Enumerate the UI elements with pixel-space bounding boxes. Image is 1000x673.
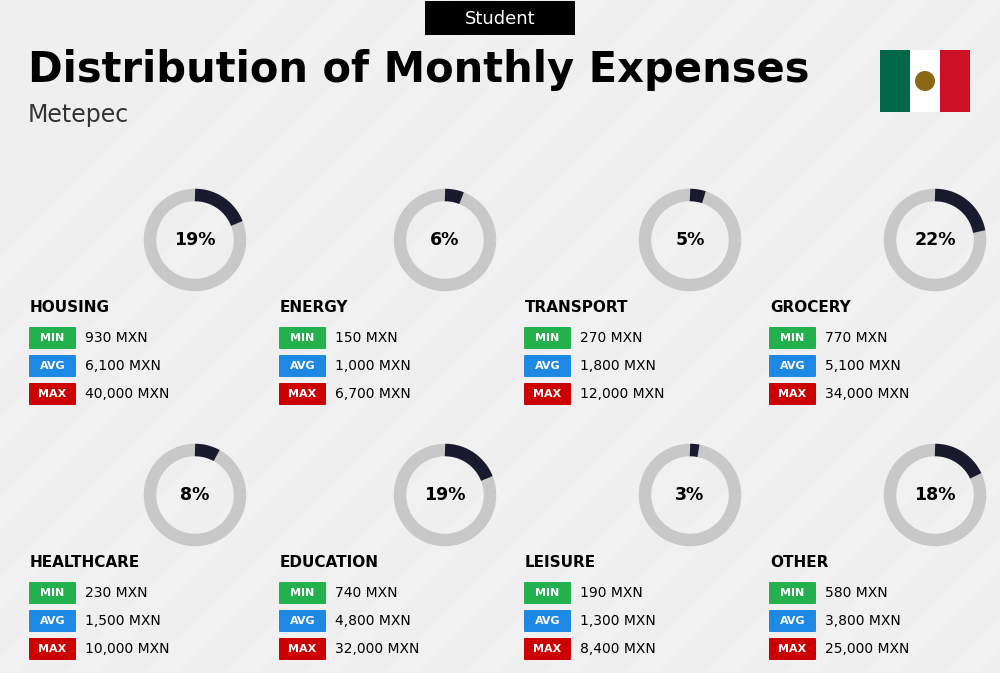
FancyBboxPatch shape <box>769 610 816 632</box>
Text: MIN: MIN <box>780 333 805 343</box>
Text: MIN: MIN <box>290 333 315 343</box>
FancyBboxPatch shape <box>279 610 326 632</box>
Text: MAX: MAX <box>778 389 807 399</box>
FancyBboxPatch shape <box>910 50 940 112</box>
Text: 150 MXN: 150 MXN <box>335 331 398 345</box>
Text: MAX: MAX <box>288 389 317 399</box>
Text: MAX: MAX <box>533 389 562 399</box>
Text: MAX: MAX <box>288 644 317 654</box>
Text: 8,400 MXN: 8,400 MXN <box>580 642 656 656</box>
Text: 6,100 MXN: 6,100 MXN <box>85 359 161 373</box>
Text: 6%: 6% <box>430 231 460 249</box>
FancyBboxPatch shape <box>279 582 326 604</box>
Text: 270 MXN: 270 MXN <box>580 331 642 345</box>
Text: Student: Student <box>465 10 535 28</box>
Text: AVG: AVG <box>780 361 805 371</box>
FancyBboxPatch shape <box>769 327 816 349</box>
Text: MIN: MIN <box>535 333 560 343</box>
Text: 770 MXN: 770 MXN <box>825 331 888 345</box>
Text: MIN: MIN <box>40 588 65 598</box>
Text: AVG: AVG <box>780 616 805 626</box>
Text: 1,000 MXN: 1,000 MXN <box>335 359 411 373</box>
Text: 32,000 MXN: 32,000 MXN <box>335 642 419 656</box>
Text: AVG: AVG <box>290 616 315 626</box>
FancyBboxPatch shape <box>279 383 326 405</box>
FancyBboxPatch shape <box>29 383 76 405</box>
Text: 930 MXN: 930 MXN <box>85 331 148 345</box>
FancyBboxPatch shape <box>524 327 571 349</box>
FancyBboxPatch shape <box>524 610 571 632</box>
Text: ENERGY: ENERGY <box>280 300 349 315</box>
Text: OTHER: OTHER <box>770 555 828 570</box>
FancyBboxPatch shape <box>29 355 76 377</box>
Text: LEISURE: LEISURE <box>525 555 596 570</box>
Text: GROCERY: GROCERY <box>770 300 851 315</box>
Text: 6,700 MXN: 6,700 MXN <box>335 387 411 401</box>
Text: TRANSPORT: TRANSPORT <box>525 300 629 315</box>
Text: 19%: 19% <box>174 231 216 249</box>
Text: 5%: 5% <box>675 231 705 249</box>
Text: 4,800 MXN: 4,800 MXN <box>335 614 411 628</box>
FancyBboxPatch shape <box>279 327 326 349</box>
Text: HOUSING: HOUSING <box>30 300 110 315</box>
Text: MIN: MIN <box>535 588 560 598</box>
FancyBboxPatch shape <box>425 1 575 35</box>
Text: MIN: MIN <box>290 588 315 598</box>
FancyBboxPatch shape <box>769 582 816 604</box>
Text: 3%: 3% <box>675 486 705 504</box>
Text: MAX: MAX <box>38 644 67 654</box>
Text: MAX: MAX <box>38 389 67 399</box>
Text: AVG: AVG <box>290 361 315 371</box>
Text: 1,500 MXN: 1,500 MXN <box>85 614 161 628</box>
Text: AVG: AVG <box>535 361 560 371</box>
Text: 18%: 18% <box>914 486 956 504</box>
FancyBboxPatch shape <box>29 638 76 660</box>
FancyBboxPatch shape <box>524 582 571 604</box>
Text: AVG: AVG <box>535 616 560 626</box>
Text: MIN: MIN <box>40 333 65 343</box>
Text: AVG: AVG <box>40 616 65 626</box>
Text: 12,000 MXN: 12,000 MXN <box>580 387 664 401</box>
Text: 40,000 MXN: 40,000 MXN <box>85 387 169 401</box>
Text: 580 MXN: 580 MXN <box>825 586 888 600</box>
FancyBboxPatch shape <box>769 638 816 660</box>
FancyBboxPatch shape <box>524 383 571 405</box>
FancyBboxPatch shape <box>29 327 76 349</box>
FancyBboxPatch shape <box>279 355 326 377</box>
FancyBboxPatch shape <box>940 50 970 112</box>
Text: MAX: MAX <box>533 644 562 654</box>
Text: HEALTHCARE: HEALTHCARE <box>30 555 140 570</box>
Text: EDUCATION: EDUCATION <box>280 555 379 570</box>
FancyBboxPatch shape <box>524 355 571 377</box>
FancyBboxPatch shape <box>279 638 326 660</box>
Text: 5,100 MXN: 5,100 MXN <box>825 359 901 373</box>
Text: MAX: MAX <box>778 644 807 654</box>
FancyBboxPatch shape <box>524 638 571 660</box>
Text: MIN: MIN <box>780 588 805 598</box>
Text: 34,000 MXN: 34,000 MXN <box>825 387 909 401</box>
FancyBboxPatch shape <box>29 582 76 604</box>
Text: 230 MXN: 230 MXN <box>85 586 148 600</box>
Text: Distribution of Monthly Expenses: Distribution of Monthly Expenses <box>28 49 810 91</box>
Text: 25,000 MXN: 25,000 MXN <box>825 642 909 656</box>
Text: 22%: 22% <box>914 231 956 249</box>
Text: 19%: 19% <box>424 486 466 504</box>
FancyBboxPatch shape <box>769 355 816 377</box>
Text: AVG: AVG <box>40 361 65 371</box>
Text: 1,300 MXN: 1,300 MXN <box>580 614 656 628</box>
Text: 190 MXN: 190 MXN <box>580 586 643 600</box>
Text: 8%: 8% <box>180 486 210 504</box>
Circle shape <box>915 71 935 91</box>
Text: 10,000 MXN: 10,000 MXN <box>85 642 170 656</box>
Text: 740 MXN: 740 MXN <box>335 586 398 600</box>
Text: 1,800 MXN: 1,800 MXN <box>580 359 656 373</box>
Text: Metepec: Metepec <box>28 103 129 127</box>
Text: 3,800 MXN: 3,800 MXN <box>825 614 901 628</box>
FancyBboxPatch shape <box>29 610 76 632</box>
FancyBboxPatch shape <box>769 383 816 405</box>
FancyBboxPatch shape <box>880 50 910 112</box>
